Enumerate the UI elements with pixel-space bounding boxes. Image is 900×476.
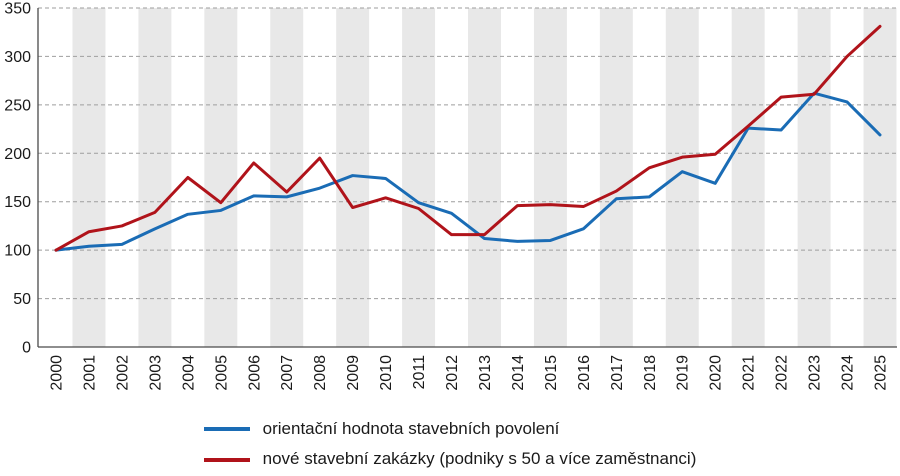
series-line-1 <box>54 24 882 252</box>
background-band <box>204 8 238 347</box>
x-tick-label: 2006 <box>246 355 263 391</box>
x-tick-label: 2021 <box>741 355 758 391</box>
legend-label-permits: orientační hodnota stavebních povolení <box>262 419 560 438</box>
background-band <box>863 8 897 347</box>
x-tick-label: 2022 <box>774 355 791 391</box>
legend: orientační hodnota stavebních povolení n… <box>0 419 900 470</box>
background-band <box>797 8 831 347</box>
y-tick-label: 200 <box>4 146 31 163</box>
x-tick-label: 2023 <box>807 355 824 391</box>
x-tick-label: 2008 <box>312 355 329 391</box>
x-tick-label: 2003 <box>147 355 164 391</box>
series-line-0 <box>54 91 882 252</box>
y-tick-label: 300 <box>4 49 31 66</box>
background-band <box>731 8 765 347</box>
x-tick-label: 2018 <box>642 355 659 391</box>
x-tick-label: 2000 <box>49 355 66 391</box>
x-tick-label: 2005 <box>213 355 230 391</box>
y-tick-label: 50 <box>13 291 31 308</box>
x-tick-label: 2009 <box>345 355 362 391</box>
background-band <box>138 8 172 347</box>
x-tick-label: 2011 <box>411 355 428 390</box>
background-band <box>72 8 106 347</box>
x-tick-label: 2019 <box>675 355 692 391</box>
y-tick-label: 100 <box>4 243 31 260</box>
x-tick-label: 2010 <box>378 355 395 391</box>
x-tick-label: 2004 <box>180 355 197 391</box>
y-tick-label: 350 <box>4 1 31 18</box>
background-band <box>402 8 436 347</box>
legend-item-permits: orientační hodnota stavebních povolení <box>203 419 697 439</box>
background-band <box>533 8 567 347</box>
x-tick-label: 2024 <box>840 355 857 391</box>
legend-item-orders: nové stavební zakázky (podniky s 50 a ví… <box>203 449 697 469</box>
background-band <box>665 8 699 347</box>
legend-swatch-red-line <box>203 457 250 462</box>
background-band <box>599 8 633 347</box>
legend-swatch-blue-line <box>203 427 250 432</box>
x-tick-label: 2014 <box>510 355 527 391</box>
background-band <box>270 8 304 347</box>
x-tick-label: 2020 <box>708 355 725 391</box>
x-tick-label: 2002 <box>114 355 131 391</box>
plot-area: 0 50 100 150 200 250 300 350 2000 2001 2002 2003 200… <box>4 1 897 391</box>
legend-label-orders: nové stavební zakázky (podniky s 50 a ví… <box>262 449 697 469</box>
x-tick-label: 2015 <box>543 355 560 391</box>
x-tick-label: 2001 <box>81 355 98 391</box>
y-tick-label: 0 <box>22 340 31 357</box>
x-tick-label: 2007 <box>279 355 296 391</box>
x-tick-label: 2012 <box>444 355 461 391</box>
background-band <box>468 8 501 347</box>
x-tick-label: 2013 <box>477 355 494 391</box>
y-tick-label: 150 <box>4 194 31 211</box>
legend-items: orientační hodnota stavebních povolení n… <box>203 419 697 470</box>
x-tick-label: 2025 <box>873 355 890 391</box>
x-tick-label: 2017 <box>609 355 626 391</box>
y-tick-label: 250 <box>4 97 31 114</box>
x-tick-label: 2016 <box>576 355 593 391</box>
